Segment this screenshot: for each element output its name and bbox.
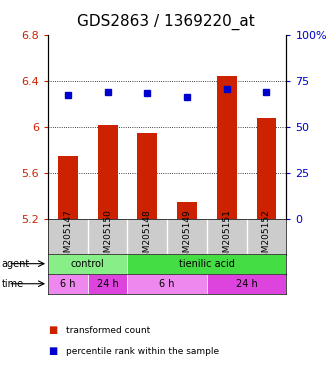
Text: 6 h: 6 h — [160, 279, 175, 289]
Text: ■: ■ — [48, 325, 57, 335]
Text: tienilic acid: tienilic acid — [179, 259, 235, 269]
Text: 24 h: 24 h — [236, 279, 258, 289]
Bar — [48, 254, 127, 274]
Text: GSM205149: GSM205149 — [182, 209, 192, 264]
Text: GSM205148: GSM205148 — [143, 209, 152, 264]
Bar — [127, 254, 286, 274]
Text: GDS2863 / 1369220_at: GDS2863 / 1369220_at — [76, 13, 255, 30]
Text: control: control — [71, 259, 105, 269]
Bar — [207, 274, 286, 294]
Bar — [257, 118, 276, 219]
Text: GSM205152: GSM205152 — [262, 209, 271, 264]
Text: transformed count: transformed count — [66, 326, 151, 335]
Text: time: time — [2, 279, 24, 289]
Text: percentile rank within the sample: percentile rank within the sample — [66, 347, 219, 356]
Bar — [177, 202, 197, 219]
Text: ■: ■ — [48, 346, 57, 356]
Text: agent: agent — [2, 259, 30, 269]
Bar — [137, 133, 157, 219]
Text: GSM205150: GSM205150 — [103, 209, 112, 264]
Text: GSM205147: GSM205147 — [63, 209, 72, 264]
Bar — [127, 274, 207, 294]
Bar — [58, 156, 78, 219]
Bar — [98, 125, 118, 219]
Bar — [88, 274, 127, 294]
Text: 6 h: 6 h — [60, 279, 75, 289]
Text: GSM205151: GSM205151 — [222, 209, 231, 264]
Text: 24 h: 24 h — [97, 279, 118, 289]
Bar — [217, 76, 237, 219]
Bar — [48, 274, 88, 294]
